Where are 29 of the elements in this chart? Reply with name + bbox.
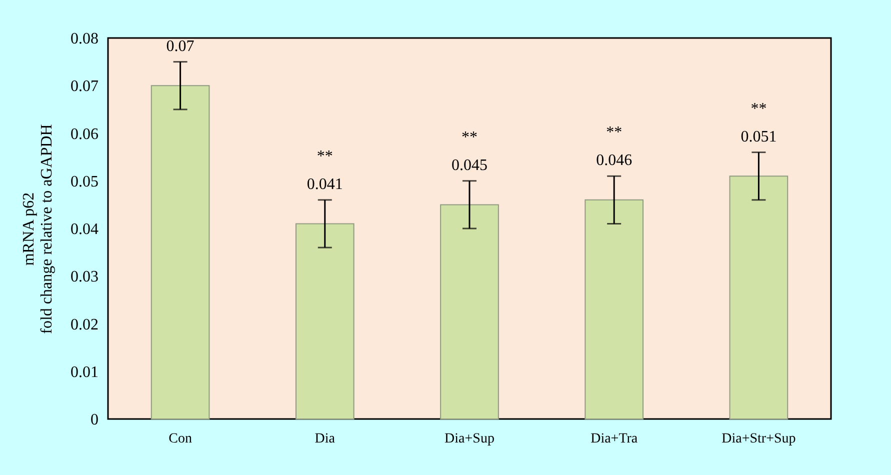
bar (295, 223, 354, 420)
x-tick-label: Dia+Tra (590, 432, 638, 446)
bar (584, 199, 644, 420)
y-tick-label: 0.05 (70, 173, 98, 190)
y-tick-label: 0.03 (70, 268, 98, 286)
y-tick-label: 0.07 (70, 78, 98, 96)
y-tick-label: 0 (90, 412, 98, 428)
x-tick-label: Dia+Sup (444, 432, 494, 446)
x-tick-label: Con (168, 432, 192, 446)
data-label: 0.041 (306, 176, 343, 193)
y-tick-label: 0.01 (70, 364, 98, 381)
annotation: ** (316, 148, 333, 165)
data-label: 0.046 (596, 152, 632, 170)
annotation: ** (750, 100, 767, 118)
data-label: 0.07 (166, 38, 194, 55)
y-tick-label: 0.04 (70, 221, 98, 238)
y-tick-label: 0.02 (70, 316, 98, 334)
data-label: 0.045 (452, 156, 488, 174)
y-tick-label: 0.06 (70, 126, 98, 143)
y-axis-title: mRNA p62 fold change relative to aGAPDH (20, 124, 56, 334)
bar (150, 85, 210, 420)
annotation: ** (606, 124, 622, 142)
x-tick-label: Dia+Str+Sup (722, 432, 796, 446)
annotation: ** (462, 128, 478, 146)
data-label: 0.051 (740, 128, 777, 146)
bar (729, 176, 788, 420)
x-tick-label: Dia (314, 432, 336, 446)
bar (440, 204, 499, 420)
y-tick-label: 0.08 (70, 30, 98, 48)
